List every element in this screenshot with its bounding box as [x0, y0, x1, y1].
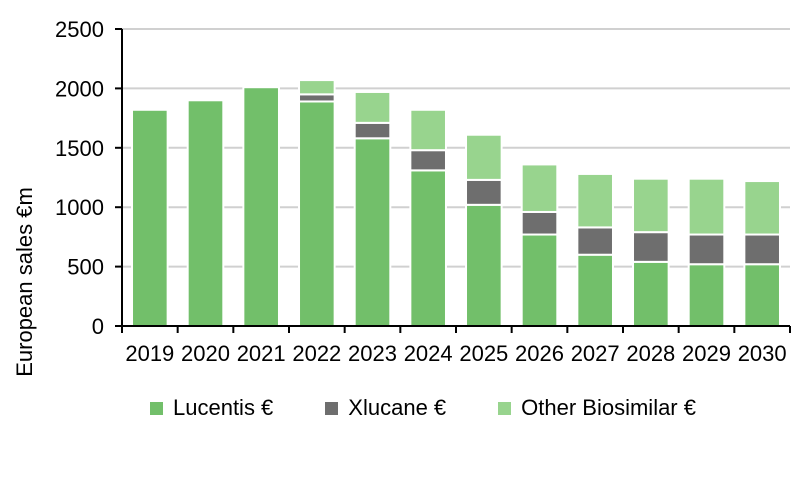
- x-tick-label-2023: 2023: [348, 341, 397, 366]
- x-tick-label-2026: 2026: [515, 341, 564, 366]
- bar-2019-series-0: [131, 108, 169, 327]
- legend: Lucentis € Xlucane € Other Biosimilar €: [150, 395, 748, 421]
- bar-2020-series-0: [186, 99, 225, 327]
- bar-2023-series-2: [353, 90, 392, 124]
- x-tick-label-2019: 2019: [125, 341, 174, 366]
- y-tick-labels: 0 500 1000 1500 2000 2500: [55, 17, 104, 339]
- legend-label-xlucane: Xlucane €: [348, 395, 447, 420]
- legend-item-lucentis: Lucentis €: [150, 395, 273, 421]
- bar-2025-series-0: [465, 203, 503, 328]
- bar-2023-series-0: [353, 137, 392, 327]
- y-axis-title: European sales €m: [12, 187, 37, 377]
- x-tick-label-2025: 2025: [459, 341, 508, 366]
- gridlines: [122, 28, 790, 268]
- bar-2028-series-2: [632, 177, 670, 234]
- y-tick-label-1500: 1500: [55, 136, 104, 161]
- legend-item-other-biosimilar: Other Biosimilar €: [498, 395, 696, 421]
- legend-swatch-xlucane: [325, 401, 339, 415]
- bar-2027-series-2: [576, 172, 614, 229]
- bar-2026-series-0: [520, 233, 559, 327]
- x-tick-label-2022: 2022: [292, 341, 341, 366]
- y-tick-label-0: 0: [92, 314, 104, 339]
- x-tick-label-2030: 2030: [738, 341, 787, 366]
- x-tick-label-2027: 2027: [571, 341, 620, 366]
- bar-2023-series-1: [353, 121, 392, 140]
- bar-2024-series-2: [409, 108, 447, 152]
- y-tick-label-1000: 1000: [55, 195, 104, 220]
- bar-2030-series-0: [743, 263, 781, 327]
- bars: [131, 79, 781, 328]
- x-tick-label-2021: 2021: [237, 341, 286, 366]
- y-tick-label-2500: 2500: [55, 17, 104, 42]
- legend-label-other-biosimilar: Other Biosimilar €: [521, 395, 696, 420]
- bar-2028-series-0: [632, 260, 670, 327]
- bar-2029-series-0: [687, 263, 726, 327]
- x-tick-label-2029: 2029: [682, 341, 731, 366]
- bar-2027-series-0: [576, 253, 614, 327]
- axes: [115, 28, 791, 333]
- y-tick-label-500: 500: [67, 255, 104, 280]
- x-tick-label-2020: 2020: [181, 341, 230, 366]
- x-tick-labels: 2019 2020 2021 2022 2023 2024 2025 2026 2027 2028…: [125, 341, 786, 366]
- bar-2022-series-0: [298, 100, 336, 327]
- legend-swatch-other-biosimilar: [498, 401, 512, 415]
- bar-2025-series-2: [465, 133, 503, 181]
- bar-2027-series-1: [576, 226, 614, 256]
- bar-2026-series-1: [520, 210, 559, 236]
- bar-2026-series-2: [520, 163, 559, 213]
- x-tick-label-2028: 2028: [626, 341, 675, 366]
- bar-2030-series-1: [743, 233, 781, 266]
- bar-2022-series-2: [298, 79, 336, 96]
- y-tick-label-2000: 2000: [55, 76, 104, 101]
- bar-2021-series-0: [242, 86, 280, 327]
- legend-item-xlucane: Xlucane €: [325, 395, 446, 421]
- bar-2025-series-1: [465, 178, 503, 206]
- bar-2029-series-1: [687, 233, 726, 266]
- bar-2030-series-2: [743, 180, 781, 236]
- bar-2029-series-2: [687, 177, 726, 236]
- bar-2024-series-0: [409, 169, 447, 327]
- bar-2024-series-1: [409, 149, 447, 172]
- bar-2028-series-1: [632, 231, 670, 263]
- x-tick-label-2024: 2024: [404, 341, 453, 366]
- bar-2022-series-1: [298, 93, 336, 103]
- legend-label-lucentis: Lucentis €: [173, 395, 274, 420]
- legend-swatch-lucentis: [150, 401, 163, 415]
